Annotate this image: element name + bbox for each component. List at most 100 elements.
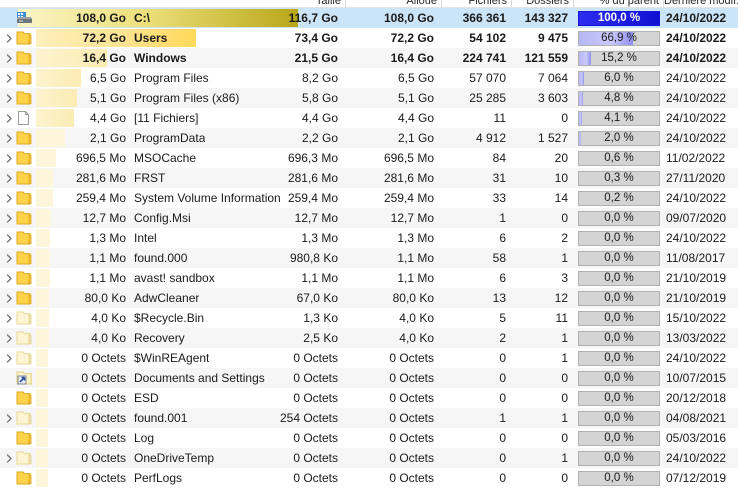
cell-size3: 281,6 Mo [383,171,434,185]
table-row[interactable]: 4,4 Go [11 Fichiers] 4,4 Go 4,4 Go 11 0 4,1 % 2… [0,108,738,128]
expand-toggle[interactable] [2,208,16,228]
expand-toggle[interactable] [2,88,16,108]
folder-pale-icon [16,408,36,428]
expand-toggle[interactable] [2,168,16,188]
expand-toggle[interactable] [2,248,16,268]
column-header-pourcent[interactable]: % du parent [574,0,664,7]
table-row[interactable]: 0 Octets Documents and Settings 0 Octets 0 … [0,368,738,388]
expand-toggle[interactable] [2,148,16,168]
chevron-right-icon [6,454,12,463]
table-row[interactable]: 108,0 Go C:\ 116,7 Go 108,0 Go 366 361 143 32… [0,8,738,28]
size-proportion-bar [36,349,48,367]
cell-files: 33 [492,191,506,205]
expand-toggle[interactable] [2,308,16,328]
table-row[interactable]: 1,3 Mo Intel 1,3 Mo 1,3 Mo 6 2 0,0 % 24/10/2022 [0,228,738,248]
expand-toggle[interactable] [2,108,16,128]
folder-icon [16,268,36,288]
chevron-right-icon [6,74,12,83]
cell-files: 4 912 [475,131,506,145]
cell-size2: 0 Octets [293,471,338,485]
percent-label: 0,0 % [604,292,634,304]
percent-of-parent-bar: 4,1 % [578,111,660,126]
table-row[interactable]: 12,7 Mo Config.Msi 12,7 Mo 12,7 Mo 1 0 0,0 % 09… [0,208,738,228]
percent-label: 6,0 % [604,72,634,84]
disk-usage-table[interactable]: 108,0 Go C:\ 116,7 Go 108,0 Go 366 361 143 32… [0,8,738,488]
expand-toggle[interactable] [2,228,16,248]
table-row[interactable]: 72,2 Go Users 73,4 Go 72,2 Go 54 102 9 475 66,… [0,28,738,48]
table-row[interactable]: 5,1 Go Program Files (x86) 5,8 Go 5,1 Go 25 … [0,88,738,108]
expand-toggle[interactable] [2,188,16,208]
junction-icon [16,371,32,385]
cell-size2: 696,3 Mo [287,151,338,165]
table-row[interactable]: 4,0 Ko $Recycle.Bin 1,3 Ko 4,0 Ko 5 11 0,0 % 15… [0,308,738,328]
percent-of-parent-bar: 0,0 % [578,351,660,366]
expand-toggle[interactable] [2,288,16,308]
table-row[interactable]: 0 Octets PerfLogs 0 Octets 0 Octets 0 0 0,0 % 0… [0,468,738,488]
table-row[interactable]: 2,1 Go ProgramData 2,2 Go 2,1 Go 4 912 1 527 2… [0,128,738,148]
column-header-taille[interactable]: Taille [262,0,346,7]
folder-pale-icon [16,328,36,348]
table-row[interactable]: 696,5 Mo MSOCache 696,3 Mo 696,5 Mo 84 20 0,6 … [0,148,738,168]
cell-size3: 5,1 Go [397,91,434,105]
cell-files: 0 [499,431,506,445]
table-row[interactable]: 0 Octets Log 0 Octets 0 Octets 0 0 0,0 % 05/03/… [0,428,738,448]
percent-of-parent-bar: 0,0 % [578,211,660,226]
expand-toggle[interactable] [2,68,16,88]
folder-icon [16,71,32,85]
cell-size1: 6,5 Go [89,71,126,85]
cell-name: FRST [134,171,166,185]
percent-label: 4,8 % [604,92,634,104]
size-proportion-bar [36,369,48,387]
folder-icon [16,48,36,68]
table-row[interactable]: 281,6 Mo FRST 281,6 Mo 281,6 Mo 31 10 0,3 % 27/… [0,168,738,188]
table-row[interactable]: 0 Octets found.001 254 Octets 0 Octets 1 1 0,0… [0,408,738,428]
folder-pale-icon [16,331,32,345]
cell-size1: 108,0 Go [75,11,126,25]
column-header-derniere-modif[interactable]: Dernière modif. [664,0,738,7]
table-row[interactable]: 4,0 Ko Recovery 2,5 Ko 4,0 Ko 2 1 0,0 % 13/03/2… [0,328,738,348]
expand-toggle[interactable] [2,128,16,148]
folder-icon [16,431,32,445]
cell-name: AdwCleaner [134,291,200,305]
expand-toggle[interactable] [2,268,16,288]
expand-toggle[interactable] [2,328,16,348]
table-row[interactable]: 16,4 Go Windows 21,5 Go 16,4 Go 224 741 121 5… [0,48,738,68]
cell-size3: 0 Octets [389,371,434,385]
column-header-dossiers[interactable]: Dossiers [512,0,574,7]
percent-label: 0,0 % [604,432,634,444]
cell-files: 224 741 [462,51,506,65]
cell-size3: 80,0 Ko [392,291,434,305]
cell-size2: 1,1 Mo [301,271,338,285]
chevron-right-icon [6,294,12,303]
expand-toggle-empty [2,8,16,28]
table-row[interactable]: 0 Octets OneDriveTemp 0 Octets 0 Octets 0 1 0,… [0,448,738,468]
expand-toggle[interactable] [2,48,16,68]
table-row[interactable]: 1,1 Mo found.000 980,8 Ko 1,1 Mo 58 1 0,0 % 11/… [0,248,738,268]
cell-folders: 10 [554,171,568,185]
folder-icon [16,388,36,408]
expand-toggle[interactable] [2,408,16,428]
expand-toggle[interactable] [2,348,16,368]
table-row[interactable]: 0 Octets ESD 0 Octets 0 Octets 0 0 0,0 % 20/12/… [0,388,738,408]
chevron-right-icon [6,354,12,363]
column-header-alloue[interactable]: Alloué [346,0,442,7]
percent-of-parent-bar: 0,0 % [578,411,660,426]
table-row[interactable]: 1,1 Mo avast! sandbox 1,1 Mo 1,1 Mo 6 3 0,0 % 2… [0,268,738,288]
cell-date: 24/10/2022 [666,11,727,25]
expand-toggle[interactable] [2,448,16,468]
column-header-fichiers[interactable]: Fichiers [442,0,512,7]
chevron-right-icon [6,274,12,283]
size-proportion-bar [36,129,65,147]
cell-size3: 1,3 Mo [397,231,434,245]
table-row[interactable]: 6,5 Go Program Files 8,2 Go 6,5 Go 57 070 7 0… [0,68,738,88]
percent-of-parent-bar: 0,0 % [578,291,660,306]
cell-size1: 0 Octets [81,391,126,405]
table-row[interactable]: 0 Octets $WinREAgent 0 Octets 0 Octets 0 1 0,0… [0,348,738,368]
cell-size1: 4,4 Go [89,111,126,125]
folder-icon [16,288,36,308]
cell-size2: 21,5 Go [294,51,338,65]
table-row[interactable]: 259,4 Mo System Volume Information 259,4 M… [0,188,738,208]
percent-of-parent-bar: 0,0 % [578,391,660,406]
table-row[interactable]: 80,0 Ko AdwCleaner 67,0 Ko 80,0 Ko 13 12 0,0 %… [0,288,738,308]
expand-toggle[interactable] [2,28,16,48]
